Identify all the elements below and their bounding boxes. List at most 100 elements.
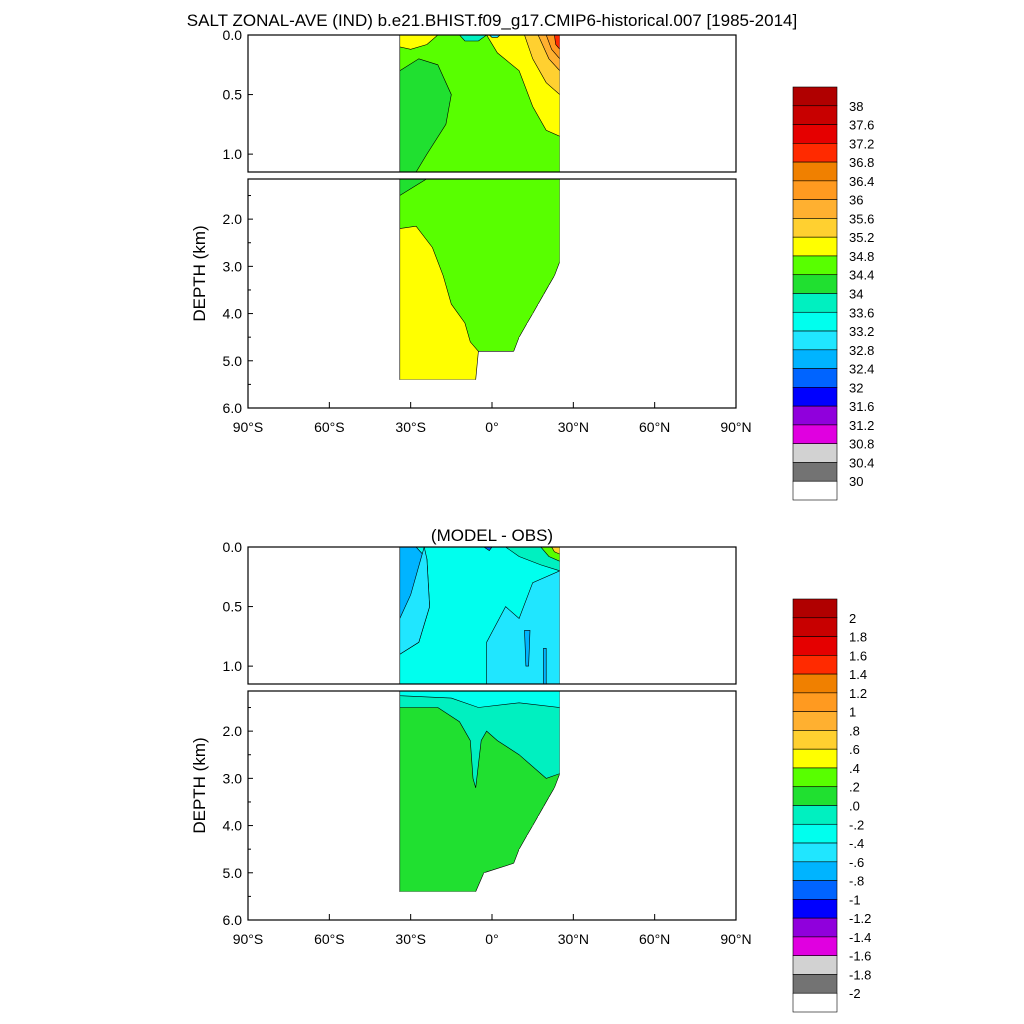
colorbar-swatch (792, 692, 838, 712)
bathymetry-mask (513, 863, 520, 920)
colorbar-swatch (792, 598, 838, 619)
contour-region (399, 547, 430, 655)
panels: 0.0 0.5 1.0 2.0 3.0 4.0 5.0 6.0 90°S 60°S 30°S 0° 30… (190, 27, 752, 947)
colorbar-swatch (792, 805, 838, 825)
y-axis-label: DEPTH (km) (190, 737, 209, 833)
colorbar-label: 34 (849, 287, 863, 302)
y-tick-label: 3.0 (223, 770, 243, 786)
bathymetry-mask (554, 275, 560, 408)
colorbar-swatch (792, 823, 838, 844)
colorbar-label: -1.8 (849, 967, 871, 982)
y-tick-label: 4.0 (223, 306, 243, 322)
colorbar-label: -1.2 (849, 911, 871, 926)
x-tick-label: 30°S (395, 419, 426, 435)
bathymetry-mask (527, 835, 533, 920)
bathymetry-mask (554, 787, 560, 920)
colorbar-label: 37.6 (849, 118, 874, 133)
colorbar-label: 37.2 (849, 136, 874, 151)
colorbar-label: 33.2 (849, 324, 874, 339)
colorbar-swatch (792, 236, 838, 257)
colorbar-label: 31.2 (849, 418, 874, 433)
bathymetry-mask (532, 825, 539, 920)
bathymetry-mask (475, 379, 484, 408)
colorbar-label: 30.4 (849, 455, 874, 470)
bathymetry-mask (548, 285, 555, 408)
colorbar-swatch (792, 180, 838, 200)
y-tick-label: 2.0 (223, 723, 243, 739)
x-tick-label: 60°S (314, 419, 345, 435)
panel-2: (MODEL - OBS) 0.0 0.5 1.0 2.0 3.0 4.0 5.0 6.0 90°… (190, 526, 752, 947)
bathymetry-mask (399, 891, 476, 920)
colorbar-swatch (792, 424, 838, 444)
colorbar-swatch (792, 143, 838, 163)
y-tick-label: 3.0 (223, 258, 243, 274)
colorbar-label: -1.4 (849, 930, 871, 945)
lower-plot-area (399, 179, 736, 408)
colorbar-1: 38 37.6 37.2 36.8 36.4 36 35.6 35.2 34.8 34.4 34 33… (792, 86, 874, 501)
colorbar-swatch (792, 255, 838, 276)
colorbar-label: 31.6 (849, 399, 874, 414)
panel-title: (MODEL - OBS) (431, 526, 553, 545)
contour-region (483, 547, 493, 552)
colorbar-swatch (792, 161, 838, 182)
y-tick-label: 0.5 (223, 87, 243, 103)
bathymetry-mask (543, 806, 549, 920)
colorbar-swatch (792, 730, 838, 750)
bathymetry-mask (483, 872, 514, 920)
colorbar-2: 21.81.61.41.21.8.6.4.2.0-.2-.4-.6-.8-1-1… (792, 598, 871, 1013)
contour-region (459, 35, 488, 42)
y-tick-label: 5.0 (223, 353, 243, 369)
land-mask (559, 691, 736, 920)
colorbar-swatch (792, 655, 838, 675)
colorbar-swatch (792, 711, 838, 731)
contour-region (399, 691, 561, 788)
colorbar-swatch (792, 748, 838, 769)
bathymetry-mask (538, 304, 544, 408)
colorbar-label: 1.2 (849, 686, 867, 701)
colorbar-label: .4 (849, 761, 860, 776)
x-tick-label: 90°S (233, 419, 264, 435)
x-tick-label: 0° (485, 931, 498, 947)
colorbar-label: 32.4 (849, 362, 874, 377)
colorbar-swatch (792, 405, 838, 426)
bathymetry-mask (483, 360, 514, 408)
contour-region (399, 691, 561, 708)
colorbar-swatch (792, 861, 838, 881)
x-tick-label: 30°S (395, 931, 426, 947)
colorbar-swatch (792, 636, 838, 656)
land-mask (559, 547, 736, 684)
colorbar-label: -1 (849, 892, 861, 907)
colorbar-swatch (792, 293, 838, 313)
upper-frame (247, 34, 737, 173)
colorbar-swatch (792, 842, 838, 863)
colorbar-label: .6 (849, 742, 860, 757)
colorbar-label: -.4 (849, 836, 864, 851)
bathymetry-mask (548, 797, 555, 920)
colorbar-label: -.2 (849, 817, 864, 832)
colorbar-label: 32.8 (849, 343, 874, 358)
colorbar-label: .0 (849, 799, 860, 814)
colorbar-swatch (792, 124, 838, 144)
colorbar-swatch (792, 899, 838, 919)
colorbar-label: -.6 (849, 855, 864, 870)
land-mask (559, 179, 736, 408)
colorbar-swatch (792, 974, 838, 994)
colorbar-label: 36 (849, 193, 863, 208)
colorbar-label: .8 (849, 723, 860, 738)
colorbar-label: -1.6 (849, 949, 871, 964)
y-axis-label: DEPTH (km) (190, 225, 209, 321)
bathymetry-mask (538, 816, 544, 920)
bathymetry-mask (475, 891, 484, 920)
colorbar-label: 34.8 (849, 249, 874, 264)
colorbar-label: 1.8 (849, 630, 867, 645)
contour-region (399, 58, 452, 172)
x-tick-label: 30°N (558, 419, 589, 435)
x-tick-label: 60°N (639, 419, 670, 435)
y-tick-label: 2.0 (223, 211, 243, 227)
contour-region (524, 630, 531, 667)
x-tick-label: 30°N (558, 931, 589, 947)
y-tick-label: 4.0 (223, 818, 243, 834)
colorbar-swatch (792, 617, 838, 637)
colorbar-swatch (792, 786, 838, 806)
colorbar-swatch (792, 462, 838, 482)
